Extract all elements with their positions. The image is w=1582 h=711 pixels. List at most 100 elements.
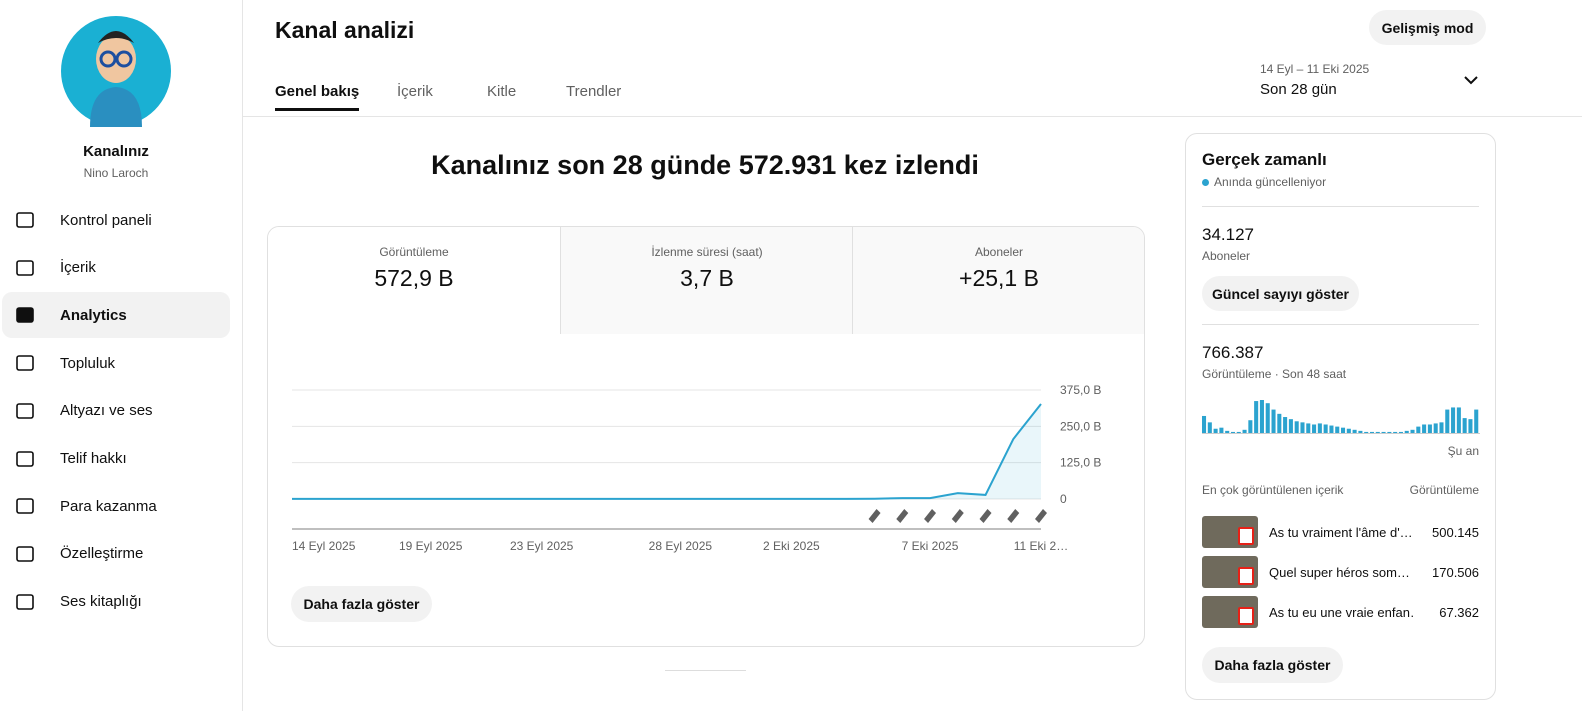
metric-value: 3,7 B bbox=[680, 265, 734, 291]
x-tick-label: 28 Eyl 2025 bbox=[649, 539, 713, 553]
nav-item[interactable]: Analytics bbox=[2, 292, 230, 339]
nav-icon bbox=[16, 498, 34, 514]
tab[interactable]: Genel bakış bbox=[275, 83, 360, 111]
bar bbox=[1375, 431, 1380, 433]
nav-label: Kontrol paneli bbox=[60, 211, 152, 229]
nav-label: Analytics bbox=[60, 306, 127, 324]
nav-item[interactable]: Kontrol paneli bbox=[2, 197, 230, 243]
thumbnail[interactable] bbox=[1202, 516, 1258, 548]
x-tick-label: 19 Eyl 2025 bbox=[399, 539, 463, 553]
y-tick-label: 250,0 B bbox=[1060, 419, 1101, 433]
icon-shape bbox=[16, 593, 34, 610]
metric-value: +25,1 B bbox=[959, 265, 1039, 291]
nav-item[interactable]: Özelleştirme bbox=[2, 531, 230, 577]
headline: Kanalınız son 28 günde 572.931 kez izlen… bbox=[431, 150, 979, 180]
item-title[interactable]: As tu eu une vraie enfan… bbox=[1269, 605, 1414, 620]
bar-chart bbox=[1202, 400, 1480, 434]
dropdown-icon[interactable] bbox=[1463, 74, 1479, 86]
icon-shape bbox=[16, 546, 34, 562]
icon-shape bbox=[16, 355, 34, 371]
bar bbox=[1254, 401, 1259, 433]
status-dot bbox=[1202, 179, 1209, 186]
thumbnail[interactable] bbox=[1202, 596, 1258, 628]
bar bbox=[1346, 428, 1351, 433]
line-chart: 0 125,0 B 250,0 B 375,0 B 14 Eyl 2025 19 Eyl … bbox=[292, 383, 1101, 553]
bar bbox=[1387, 431, 1392, 433]
item-title[interactable]: As tu vraiment l'âme d'… bbox=[1269, 525, 1413, 540]
more-button[interactable]: Daha fazla göster bbox=[1202, 647, 1343, 683]
item-title[interactable]: Quel super héros som… bbox=[1269, 565, 1410, 580]
metric-tab[interactable]: Aboneler +25,1 B bbox=[852, 227, 1144, 334]
tab[interactable]: Trendler bbox=[566, 83, 622, 100]
metric-tab[interactable]: Görüntüleme 572,9 B bbox=[268, 227, 560, 334]
bar bbox=[1462, 418, 1467, 433]
bar bbox=[1283, 417, 1288, 433]
bar bbox=[1202, 415, 1207, 433]
nav-item[interactable]: İçerik bbox=[2, 245, 230, 291]
bar bbox=[1323, 424, 1328, 433]
item-views: 67.362 bbox=[1439, 605, 1479, 620]
divider bbox=[1202, 206, 1479, 207]
shorts-badge bbox=[1238, 607, 1254, 625]
y-tick-label: 125,0 B bbox=[1060, 456, 1101, 470]
bar bbox=[1352, 429, 1357, 433]
advanced-mode-button[interactable]: Gelişmiş mod bbox=[1369, 10, 1486, 45]
shorts-icon bbox=[896, 509, 909, 523]
bar bbox=[1277, 413, 1282, 433]
nav-icon bbox=[16, 212, 34, 228]
icon-shape bbox=[16, 307, 34, 324]
item-views: 170.506 bbox=[1432, 565, 1479, 580]
period: Son 28 gün bbox=[1260, 81, 1337, 98]
bar bbox=[1207, 422, 1212, 433]
metric-label: Görüntüleme bbox=[379, 245, 449, 259]
bar bbox=[1393, 431, 1398, 433]
bar bbox=[1381, 431, 1386, 433]
thumbnail[interactable] bbox=[1202, 556, 1258, 588]
bar bbox=[1248, 420, 1253, 433]
icon-shape bbox=[16, 450, 34, 467]
bar bbox=[1451, 407, 1456, 433]
bar bbox=[1317, 423, 1322, 433]
nav-icon bbox=[16, 307, 34, 324]
bar bbox=[1456, 407, 1461, 433]
nav-label: Para kazanma bbox=[60, 497, 157, 515]
metric-tab[interactable]: İzlenme süresi (saat) 3,7 B bbox=[560, 227, 853, 334]
bar bbox=[1225, 430, 1230, 433]
shorts-icon-shape bbox=[979, 509, 992, 523]
nav-label: Topluluk bbox=[60, 354, 116, 372]
bar bbox=[1306, 423, 1311, 433]
item-views: 500.145 bbox=[1432, 525, 1479, 540]
tab[interactable]: Kitle bbox=[487, 83, 517, 100]
nav-item[interactable]: Topluluk bbox=[2, 340, 230, 386]
y-tick-label: 0 bbox=[1060, 492, 1067, 506]
shorts-icon-shape bbox=[896, 509, 909, 523]
nav-item[interactable]: Altyazı ve ses bbox=[2, 388, 230, 434]
bar bbox=[1422, 424, 1427, 433]
shorts-icon bbox=[1035, 509, 1047, 523]
icon-shape bbox=[16, 259, 34, 276]
bar bbox=[1230, 431, 1236, 433]
bar bbox=[1468, 419, 1473, 433]
bar bbox=[1265, 403, 1270, 433]
nav-item[interactable]: Ses kitaplığı bbox=[2, 579, 230, 625]
bar bbox=[1416, 426, 1421, 433]
tab[interactable]: İçerik bbox=[397, 83, 433, 100]
view-label: Görüntüleme · Son 48 saat bbox=[1202, 367, 1347, 381]
x-tick-label: 23 Eyl 2025 bbox=[510, 539, 574, 553]
channel-name: Nino Laroch bbox=[83, 166, 149, 180]
nav-item[interactable]: Telif hakkı bbox=[2, 436, 230, 482]
x-tick-label: 11 Eki 2… bbox=[1014, 539, 1068, 553]
nav-item[interactable]: Para kazanma bbox=[2, 483, 230, 529]
nav-icon bbox=[16, 593, 34, 610]
show-count-button[interactable]: Güncel sayıyı göster bbox=[1202, 276, 1359, 311]
shorts-icon bbox=[979, 509, 992, 523]
more-button[interactable]: Daha fazla göster bbox=[291, 586, 432, 622]
avatar[interactable] bbox=[60, 15, 172, 127]
top-header: En çok görüntülenen içerik bbox=[1202, 483, 1344, 497]
page-title: Kanal analizi bbox=[275, 17, 415, 43]
icon-shape bbox=[16, 498, 34, 514]
bar bbox=[1335, 426, 1340, 433]
subscriber-count: 34.127 bbox=[1202, 225, 1254, 244]
nav-icon bbox=[16, 546, 34, 562]
bar bbox=[1242, 429, 1247, 433]
